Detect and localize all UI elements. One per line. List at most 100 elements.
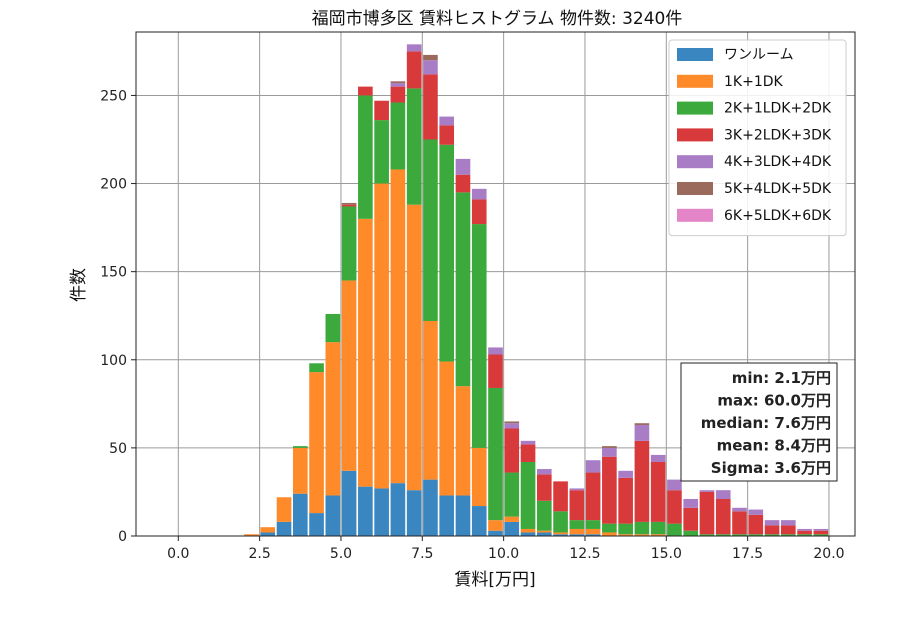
legend-label: ワンルーム <box>724 47 794 63</box>
histogram-bar <box>650 534 666 536</box>
histogram-bar <box>569 488 585 491</box>
histogram-bar <box>390 86 406 103</box>
histogram-bar <box>813 528 829 531</box>
histogram-bar <box>341 280 357 471</box>
histogram-bar <box>390 102 406 170</box>
histogram-bar <box>488 387 503 521</box>
histogram-bar <box>423 54 438 61</box>
histogram-bar <box>715 534 731 536</box>
histogram-bar <box>602 456 617 524</box>
histogram-bar <box>341 470 357 536</box>
histogram-bar <box>374 100 389 121</box>
histogram-bar <box>325 342 341 496</box>
histogram-bar <box>504 421 520 424</box>
histogram-bar <box>585 528 601 535</box>
histogram-bar <box>536 532 552 536</box>
histogram-bar <box>390 83 406 87</box>
histogram-bar <box>715 490 731 499</box>
x-tick-label: 2.5 <box>248 546 270 562</box>
histogram-bar <box>650 461 666 522</box>
histogram-bar <box>683 498 699 508</box>
histogram-bar <box>732 511 747 535</box>
histogram-bar <box>406 490 422 536</box>
histogram-bar <box>650 521 666 535</box>
histogram-bar <box>732 534 747 536</box>
histogram-bar <box>260 527 276 533</box>
legend: ワンルーム 1K+1DK 2K+1LDK+2DK 3K+2LDK+3DK 4K+3LDK… <box>668 39 847 237</box>
histogram-bar <box>455 174 471 193</box>
histogram-bar <box>292 446 308 448</box>
histogram-bar <box>650 454 666 462</box>
histogram-bar <box>423 321 438 480</box>
histogram-bar <box>471 224 487 448</box>
plot-area-frame <box>135 31 856 537</box>
legend-label: 3K+2LDK+3DK <box>724 127 832 143</box>
histogram-bar <box>471 506 487 536</box>
histogram-bar <box>309 363 324 373</box>
histogram-bar <box>504 428 520 473</box>
histogram-bar <box>341 206 357 281</box>
histogram-bar <box>455 192 471 387</box>
stats-line: median: 7.6万円 <box>701 414 831 432</box>
histogram-bar <box>390 81 406 84</box>
histogram-bar <box>358 486 373 536</box>
histogram-bar <box>536 474 552 501</box>
histogram-bar <box>358 86 373 96</box>
histogram-bar <box>634 521 650 535</box>
histogram-bar <box>553 532 568 535</box>
histogram-bar <box>390 169 406 484</box>
histogram-bar <box>602 446 617 448</box>
histogram-bar <box>569 490 585 521</box>
histogram-bar <box>292 493 308 536</box>
histogram-bar <box>699 534 715 536</box>
histogram-bar <box>813 534 829 536</box>
histogram-bar <box>406 44 422 52</box>
histogram-bar <box>406 51 422 89</box>
histogram-bar <box>634 424 650 441</box>
histogram-bar <box>276 521 292 536</box>
histogram-bar <box>667 479 682 491</box>
histogram-bar <box>520 532 536 536</box>
histogram-bar <box>764 534 780 536</box>
histogram-bar <box>602 532 617 536</box>
histogram-bar <box>439 144 455 362</box>
histogram-bar <box>439 361 455 496</box>
histogram-bar <box>618 523 633 535</box>
histogram-bar <box>325 313 341 343</box>
histogram-bar <box>585 460 601 473</box>
ticks-layer: 0.0 2.5 5.0 7.5 10.0 12.5 15.0 17.5 20.0 0 50 100 15… <box>100 88 844 562</box>
histogram-bar <box>504 423 520 429</box>
histogram-bar <box>748 509 764 515</box>
histogram-bar <box>764 525 780 535</box>
stats-line: min: 2.1万円 <box>732 369 831 387</box>
histogram-bar <box>488 354 503 388</box>
histogram-bar <box>585 534 601 536</box>
histogram-bar <box>748 534 764 536</box>
histogram-bar <box>325 495 341 536</box>
stats-box-frame <box>680 362 838 482</box>
histogram-bar <box>471 199 487 225</box>
histogram-bar <box>520 444 536 462</box>
histogram-bar <box>406 204 422 491</box>
histogram-bar <box>455 386 471 496</box>
histogram-bar <box>455 158 471 175</box>
legend-swatch <box>677 182 713 195</box>
histogram-bar <box>504 516 520 522</box>
histogram-bar <box>715 498 731 535</box>
histogram-bar <box>602 447 617 457</box>
x-tick-label: 0.0 <box>167 546 189 562</box>
histogram-bar <box>780 520 796 526</box>
histogram-bar <box>553 534 568 536</box>
y-axis-label: 件数 <box>69 268 89 302</box>
histogram-bar <box>585 472 601 521</box>
histogram-bar <box>634 423 650 425</box>
histogram-bar <box>455 495 471 536</box>
histogram-bar <box>471 188 487 200</box>
histogram-bar <box>260 532 276 536</box>
histogram-bar <box>504 521 520 536</box>
stats-line: mean: 8.4万円 <box>717 437 831 455</box>
histogram-bar <box>520 440 536 445</box>
stats-box: min: 2.1万円 max: 60.0万円 median: 7.6万円 mean: … <box>680 362 838 482</box>
histogram-bar <box>488 347 503 355</box>
